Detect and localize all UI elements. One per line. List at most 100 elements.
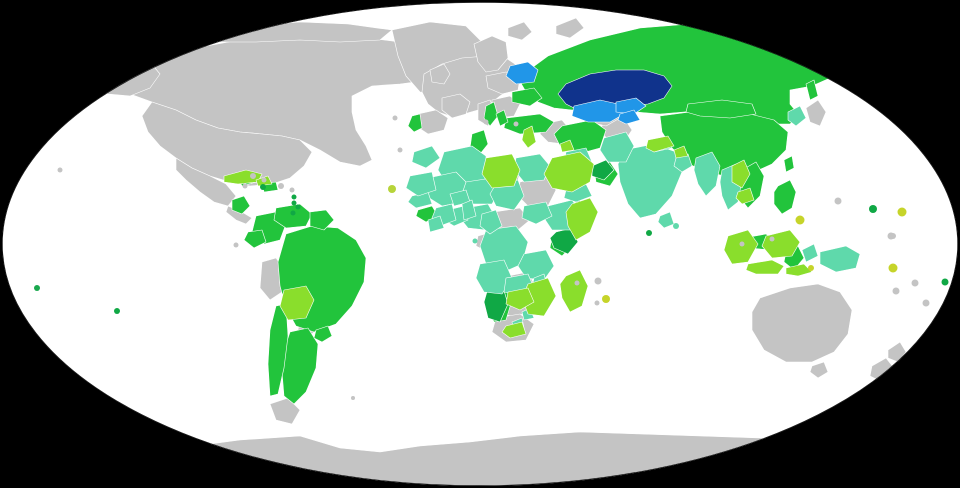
country-ecuador: [243, 229, 267, 249]
island-dot-iceland: [421, 55, 427, 61]
country-mauritania: [405, 171, 437, 197]
island-dot-atlantic-sth: [114, 308, 120, 314]
country-venezuela: [273, 203, 313, 229]
island-dot-sri-lanka-dot: [673, 223, 679, 229]
country-laos: [731, 159, 751, 189]
country-madagascar: [559, 269, 589, 313]
country-liberia: [427, 215, 445, 233]
island-dot-kiribati: [890, 233, 896, 239]
landmass-lime: [223, 125, 813, 339]
country-uk: [429, 63, 451, 85]
island-dot-cape-verde: [388, 185, 396, 193]
country-albania: [495, 109, 509, 127]
island-dot-jamaica: [242, 183, 248, 189]
country-sri-lanka: [657, 211, 675, 229]
country-nicaragua: [231, 195, 251, 215]
island-dot-malta: [483, 119, 489, 125]
island-dot-bermuda: [287, 140, 293, 146]
country-lesser-sunda: [785, 263, 813, 277]
island-dot-canaries: [397, 147, 403, 153]
island-dot-atlantic-mid: [34, 285, 40, 291]
country-png: [819, 245, 861, 273]
country-kazakhstan: [557, 69, 673, 113]
country-israel: [521, 125, 537, 149]
country-portugal: [407, 113, 423, 133]
country-guyana-suriname: [309, 209, 335, 231]
country-japan-gray: [805, 99, 827, 127]
country-sakhalin: [805, 79, 819, 101]
country-south-sudan: [521, 201, 553, 225]
country-mongolia: [685, 99, 757, 119]
country-dr-congo: [479, 225, 529, 273]
island-dot-st-lucia: [291, 200, 297, 206]
country-australia: [751, 283, 853, 363]
island-dot-tonga: [922, 299, 930, 307]
island-dot-turks: [261, 177, 267, 183]
island-dot-hawaii: [57, 167, 63, 173]
country-india: [617, 143, 683, 219]
country-taiwan: [783, 155, 795, 173]
island-dot-maldives: [646, 230, 652, 236]
country-tajikistan-az: [617, 109, 641, 125]
island-dot-comoros: [574, 280, 580, 286]
island-dot-micronesia: [869, 205, 877, 213]
landmass-navy: [557, 69, 673, 113]
island-dots: [34, 55, 949, 400]
island-dot-brunei: [769, 236, 775, 242]
country-cambodia: [735, 187, 755, 205]
island-dot-sth-atlantic: [351, 396, 355, 400]
country-maluku: [801, 243, 819, 263]
country-turkey: [503, 113, 555, 135]
landmass-azure: [505, 61, 647, 125]
island-dot-dominica: [291, 194, 297, 200]
country-philippines: [773, 179, 797, 215]
country-sumatra: [723, 229, 759, 265]
island-dot-bahamas: [250, 173, 256, 179]
island-dot-timor: [808, 265, 814, 271]
country-bhutan-lime: [673, 145, 689, 159]
island-dot-seychelles: [594, 277, 602, 285]
country-ukraine-moldova: [511, 87, 543, 107]
country-uzbekistan: [571, 99, 625, 123]
island-dot-palau: [795, 215, 805, 225]
island-dot-cyprus: [513, 121, 519, 127]
island-dot-barbados: [295, 204, 301, 210]
scandinavia: [473, 35, 509, 73]
country-kuwait: [559, 139, 575, 153]
island-dot-marshall: [897, 207, 907, 217]
country-belarus: [505, 61, 539, 85]
country-benin-togo: [461, 199, 477, 221]
country-somalia: [565, 197, 599, 241]
country-france: [441, 93, 471, 119]
country-bolivia: [279, 285, 315, 321]
country-south-africa-lime: [501, 321, 527, 339]
country-pakistan: [599, 131, 635, 163]
island-dot-guam: [834, 197, 842, 205]
island-dot-azores: [392, 115, 398, 121]
island-dot-haiti: [260, 184, 266, 190]
island-dot-sao-tome: [472, 238, 478, 244]
antarctic-peninsula: [269, 397, 301, 425]
country-kyrgyzstan: [615, 97, 647, 115]
country-north-korea: [787, 105, 807, 127]
country-usa: [141, 101, 313, 187]
island-dot-vanuatu: [911, 279, 919, 287]
country-angola: [475, 259, 513, 295]
novaya-zemlya: [555, 17, 585, 39]
country-zimbabwe: [505, 287, 535, 311]
island-dot-reunion: [594, 300, 600, 306]
country-morocco-teal: [411, 145, 441, 169]
country-java: [745, 259, 785, 275]
country-tasmania: [809, 361, 829, 379]
island-dot-fiji: [941, 278, 949, 286]
island-dot-trinidad: [290, 210, 296, 216]
island-dot-pr: [278, 183, 284, 189]
island-dot-antigua: [289, 187, 295, 193]
svalbard: [507, 21, 533, 41]
country-cameroon: [479, 209, 503, 235]
country-saudi-arabia: [543, 151, 595, 193]
